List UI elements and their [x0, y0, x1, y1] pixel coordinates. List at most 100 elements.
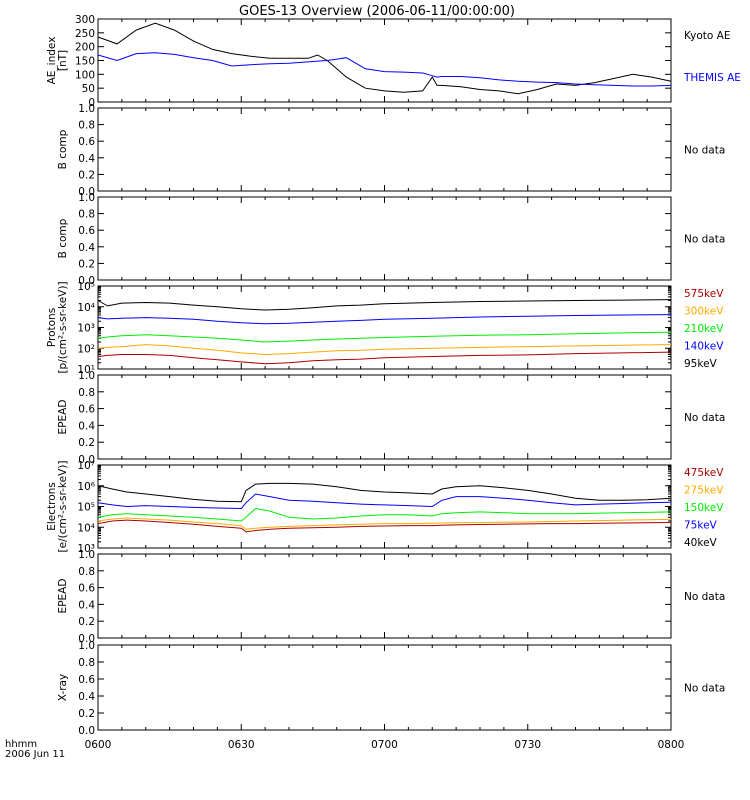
y-tick-label: 10⁵	[77, 502, 95, 514]
y-tick-label: 150	[75, 56, 95, 68]
panel-frame	[97, 196, 672, 281]
legend-entry: 275keV	[684, 485, 724, 497]
series-line-275kev	[97, 517, 672, 530]
figure-title: GOES-13 Overview (2006-06-11/00:00:00)	[239, 4, 515, 19]
y-tick-label: 1.0	[78, 103, 95, 115]
panel-bcomp1: 0.0 0.2 0.4 0.6 0.8 1.0 B comp No data	[57, 103, 725, 198]
x-tick-label: 0630	[228, 739, 255, 751]
y-tick-label: 0.2	[78, 258, 95, 270]
y-tick-label: 0.6	[78, 583, 95, 595]
y-tick-label: 0.0	[78, 725, 95, 737]
panel-epead2: 0.0 0.2 0.4 0.6 0.8 1.0 EPEAD No data	[57, 549, 725, 645]
no-data-label: No data	[684, 412, 725, 424]
y-axis-label: B comp	[57, 129, 69, 169]
panel-frame	[97, 644, 672, 731]
y-tick-label: 0.0	[78, 186, 95, 198]
legend-entry: 210keV	[684, 323, 724, 335]
series-line-475kev	[97, 519, 672, 533]
legend-entry: 300keV	[684, 306, 724, 318]
y-tick-label: 0.2	[78, 616, 95, 628]
no-data-label: No data	[684, 683, 725, 695]
y-tick-label: 10⁴	[77, 302, 95, 314]
y-tick-label: 0.8	[78, 566, 95, 578]
y-tick-label: 1.0	[78, 192, 95, 204]
y-axis-label-unit: [nT]	[57, 50, 69, 71]
y-tick-label: 0.2	[78, 169, 95, 181]
y-axis-label-unit: [e/(cm²-s-sr-keV)]	[57, 461, 69, 553]
no-data-label: No data	[684, 145, 725, 157]
y-tick-label: 0.8	[78, 657, 95, 669]
series-line-300kev	[97, 344, 672, 356]
y-tick-label: 100	[75, 69, 95, 81]
time-axis-label-date: 2006 Jun 11	[5, 749, 65, 760]
y-tick-label: 10²	[77, 343, 95, 355]
y-tick-label: 10⁴	[77, 522, 95, 534]
panel-epead1: 0.0 0.2 0.4 0.6 0.8 1.0 EPEAD No data	[57, 370, 725, 466]
series-line-95kev	[97, 299, 672, 311]
y-tick-label: 0.6	[78, 404, 95, 416]
x-tick-label: 0730	[514, 739, 541, 751]
y-tick-label: 0.0	[78, 275, 95, 287]
legend-entry: 475keV	[684, 467, 724, 479]
panel-frame	[97, 553, 672, 639]
y-axis-label: X-ray	[57, 674, 69, 701]
y-tick-label: 0.6	[78, 225, 95, 237]
legend-entry: THEMIS AE	[683, 72, 741, 84]
y-tick-label: 0.8	[78, 387, 95, 399]
y-axis-label-unit: [p/(cm²-s-sr-keV)]	[57, 281, 69, 373]
series-line-kyoto-ae	[97, 22, 672, 95]
y-tick-label: 0.6	[78, 136, 95, 148]
legend-entry: Kyoto AE	[684, 30, 730, 42]
panel-frame	[97, 18, 672, 103]
legend-entry: 150keV	[684, 502, 724, 514]
y-tick-label: 10⁷	[77, 460, 95, 472]
series-line-40kev	[97, 482, 672, 503]
y-tick-label: 50	[82, 83, 95, 95]
time-axis-label-hhmm: hhmm	[5, 739, 37, 750]
series-line-150kev	[97, 507, 672, 522]
panel-electrons: 10³ 10⁴ 10⁵ 10⁶ 10⁷ Electrons [e/(cm²-s-sr-keV…	[46, 460, 724, 555]
y-axis-label: EPEAD	[57, 400, 69, 435]
y-tick-label: 10³	[77, 543, 95, 555]
series-line-575kev	[97, 351, 672, 365]
legend-entry: 140keV	[684, 341, 724, 353]
panel-frame	[97, 107, 672, 192]
y-tick-label: 0.0	[78, 633, 95, 645]
y-axis-label: Protons	[46, 308, 58, 347]
y-tick-label: 10³	[77, 323, 95, 335]
y-tick-label: 200	[75, 42, 95, 54]
y-tick-label: 0.6	[78, 674, 95, 686]
y-tick-label: 0.4	[78, 420, 95, 432]
y-tick-label: 10⁵	[77, 281, 95, 293]
y-tick-label: 0	[88, 97, 95, 109]
time-axis: 0600 0630 0700 0730 0800	[85, 739, 685, 751]
y-tick-label: 250	[75, 28, 95, 40]
y-tick-label: 0.0	[78, 454, 95, 466]
panel-bcomp2: 0.0 0.2 0.4 0.6 0.8 1.0 B comp No data	[57, 192, 725, 287]
y-tick-label: 1.0	[78, 549, 95, 561]
y-tick-label: 0.4	[78, 599, 95, 611]
x-tick-label: 0700	[371, 739, 398, 751]
y-axis-label: Electrons	[46, 482, 58, 531]
y-tick-label: 0.4	[78, 242, 95, 254]
series-line-75kev	[97, 493, 672, 510]
y-tick-label: 0.2	[78, 708, 95, 720]
series-line-themis-ae	[97, 52, 672, 87]
y-tick-label: 0.8	[78, 209, 95, 221]
y-axis-label: EPEAD	[57, 579, 69, 614]
legend-entry: 75keV	[684, 520, 718, 532]
no-data-label: No data	[684, 234, 725, 246]
x-tick-label: 0600	[85, 739, 112, 751]
x-tick-label: 0800	[658, 739, 685, 751]
no-data-label: No data	[684, 591, 725, 603]
panel-frame	[97, 374, 672, 460]
y-tick-label: 0.2	[78, 437, 95, 449]
panel-xray: 0.0 0.2 0.4 0.6 0.8 1.0 X-ray No data	[57, 640, 725, 737]
y-axis-label: B comp	[57, 218, 69, 258]
y-tick-label: 1.0	[78, 640, 95, 652]
legend-entry: 95keV	[684, 358, 718, 370]
legend-entry: 40keV	[684, 537, 718, 549]
y-tick-label: 0.4	[78, 691, 95, 703]
